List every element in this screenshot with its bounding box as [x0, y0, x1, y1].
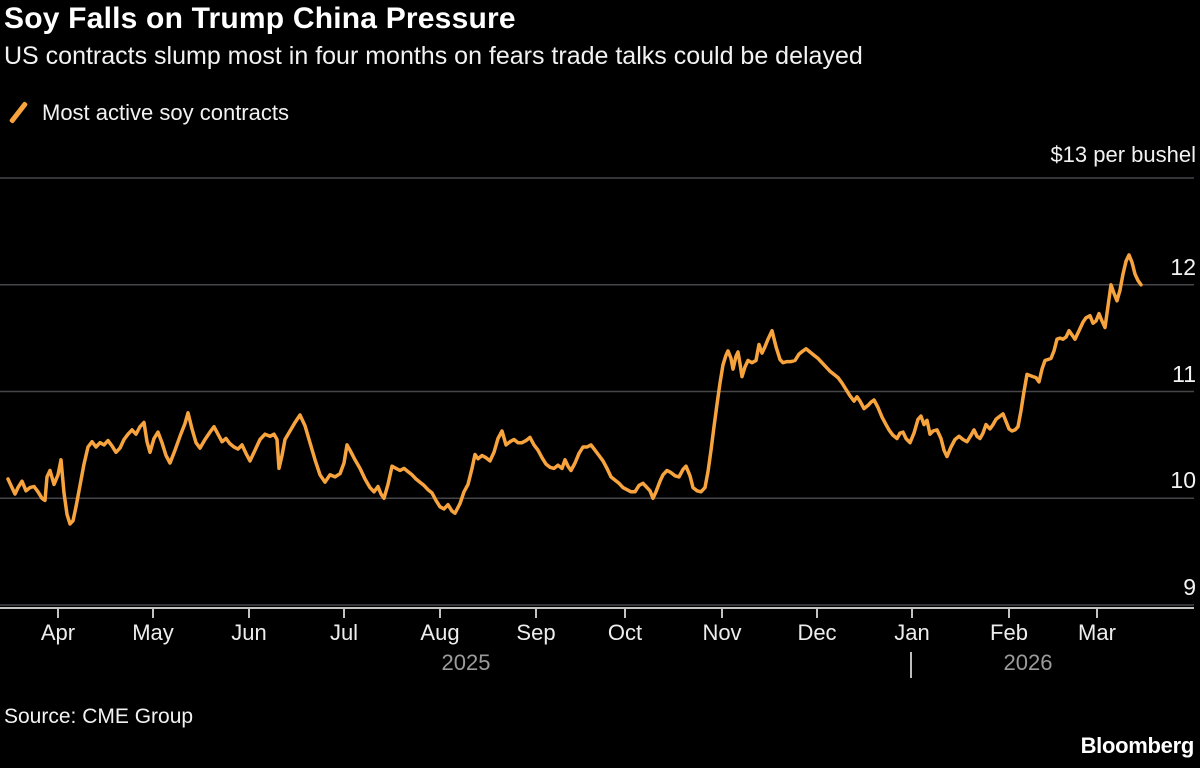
x-axis-tick-label: May [132, 620, 174, 645]
x-axis-tick-label: Jun [231, 620, 267, 645]
x-axis-tick-label: Nov [702, 620, 742, 645]
x-axis-tick-label: Feb [990, 620, 1028, 645]
legend: Most active soy contracts [5, 99, 289, 126]
x-axis-year-label: 2025 [441, 650, 491, 675]
page-title: Soy Falls on Trump China Pressure [4, 2, 516, 35]
year-divider-tick [910, 652, 912, 678]
y-axis-tick-label: 11 [1172, 360, 1196, 387]
x-axis-tick-label: Mar [1078, 620, 1116, 645]
x-axis-tick-label: Oct [607, 620, 643, 645]
y-axis-tick-label: 10 [1170, 467, 1196, 494]
x-axis-tick-label: Jan [894, 620, 930, 645]
x-axis-year-label: 2026 [1003, 650, 1053, 675]
legend-series-label: Most active soy contracts [42, 99, 289, 125]
y-axis-tick-label: 12 [1170, 253, 1196, 280]
x-axis-tick-label: Apr [40, 620, 76, 645]
x-axis-tick-label: Dec [797, 620, 837, 645]
x-axis-tick-label: Aug [420, 620, 460, 645]
source-credit: Source: CME Group [4, 705, 194, 728]
page-subtitle: US contracts slump most in four months o… [4, 42, 863, 70]
x-axis-tick-label: Sep [516, 620, 556, 645]
x-axis-tick-label: Jul [329, 620, 359, 645]
price-line-series [6, 253, 1143, 526]
y-axis-tick-label: 9 [1183, 574, 1196, 600]
y-axis-unit-label: $13 per bushel [1050, 142, 1196, 167]
bloomberg-logo: Bloomberg [1080, 733, 1195, 758]
